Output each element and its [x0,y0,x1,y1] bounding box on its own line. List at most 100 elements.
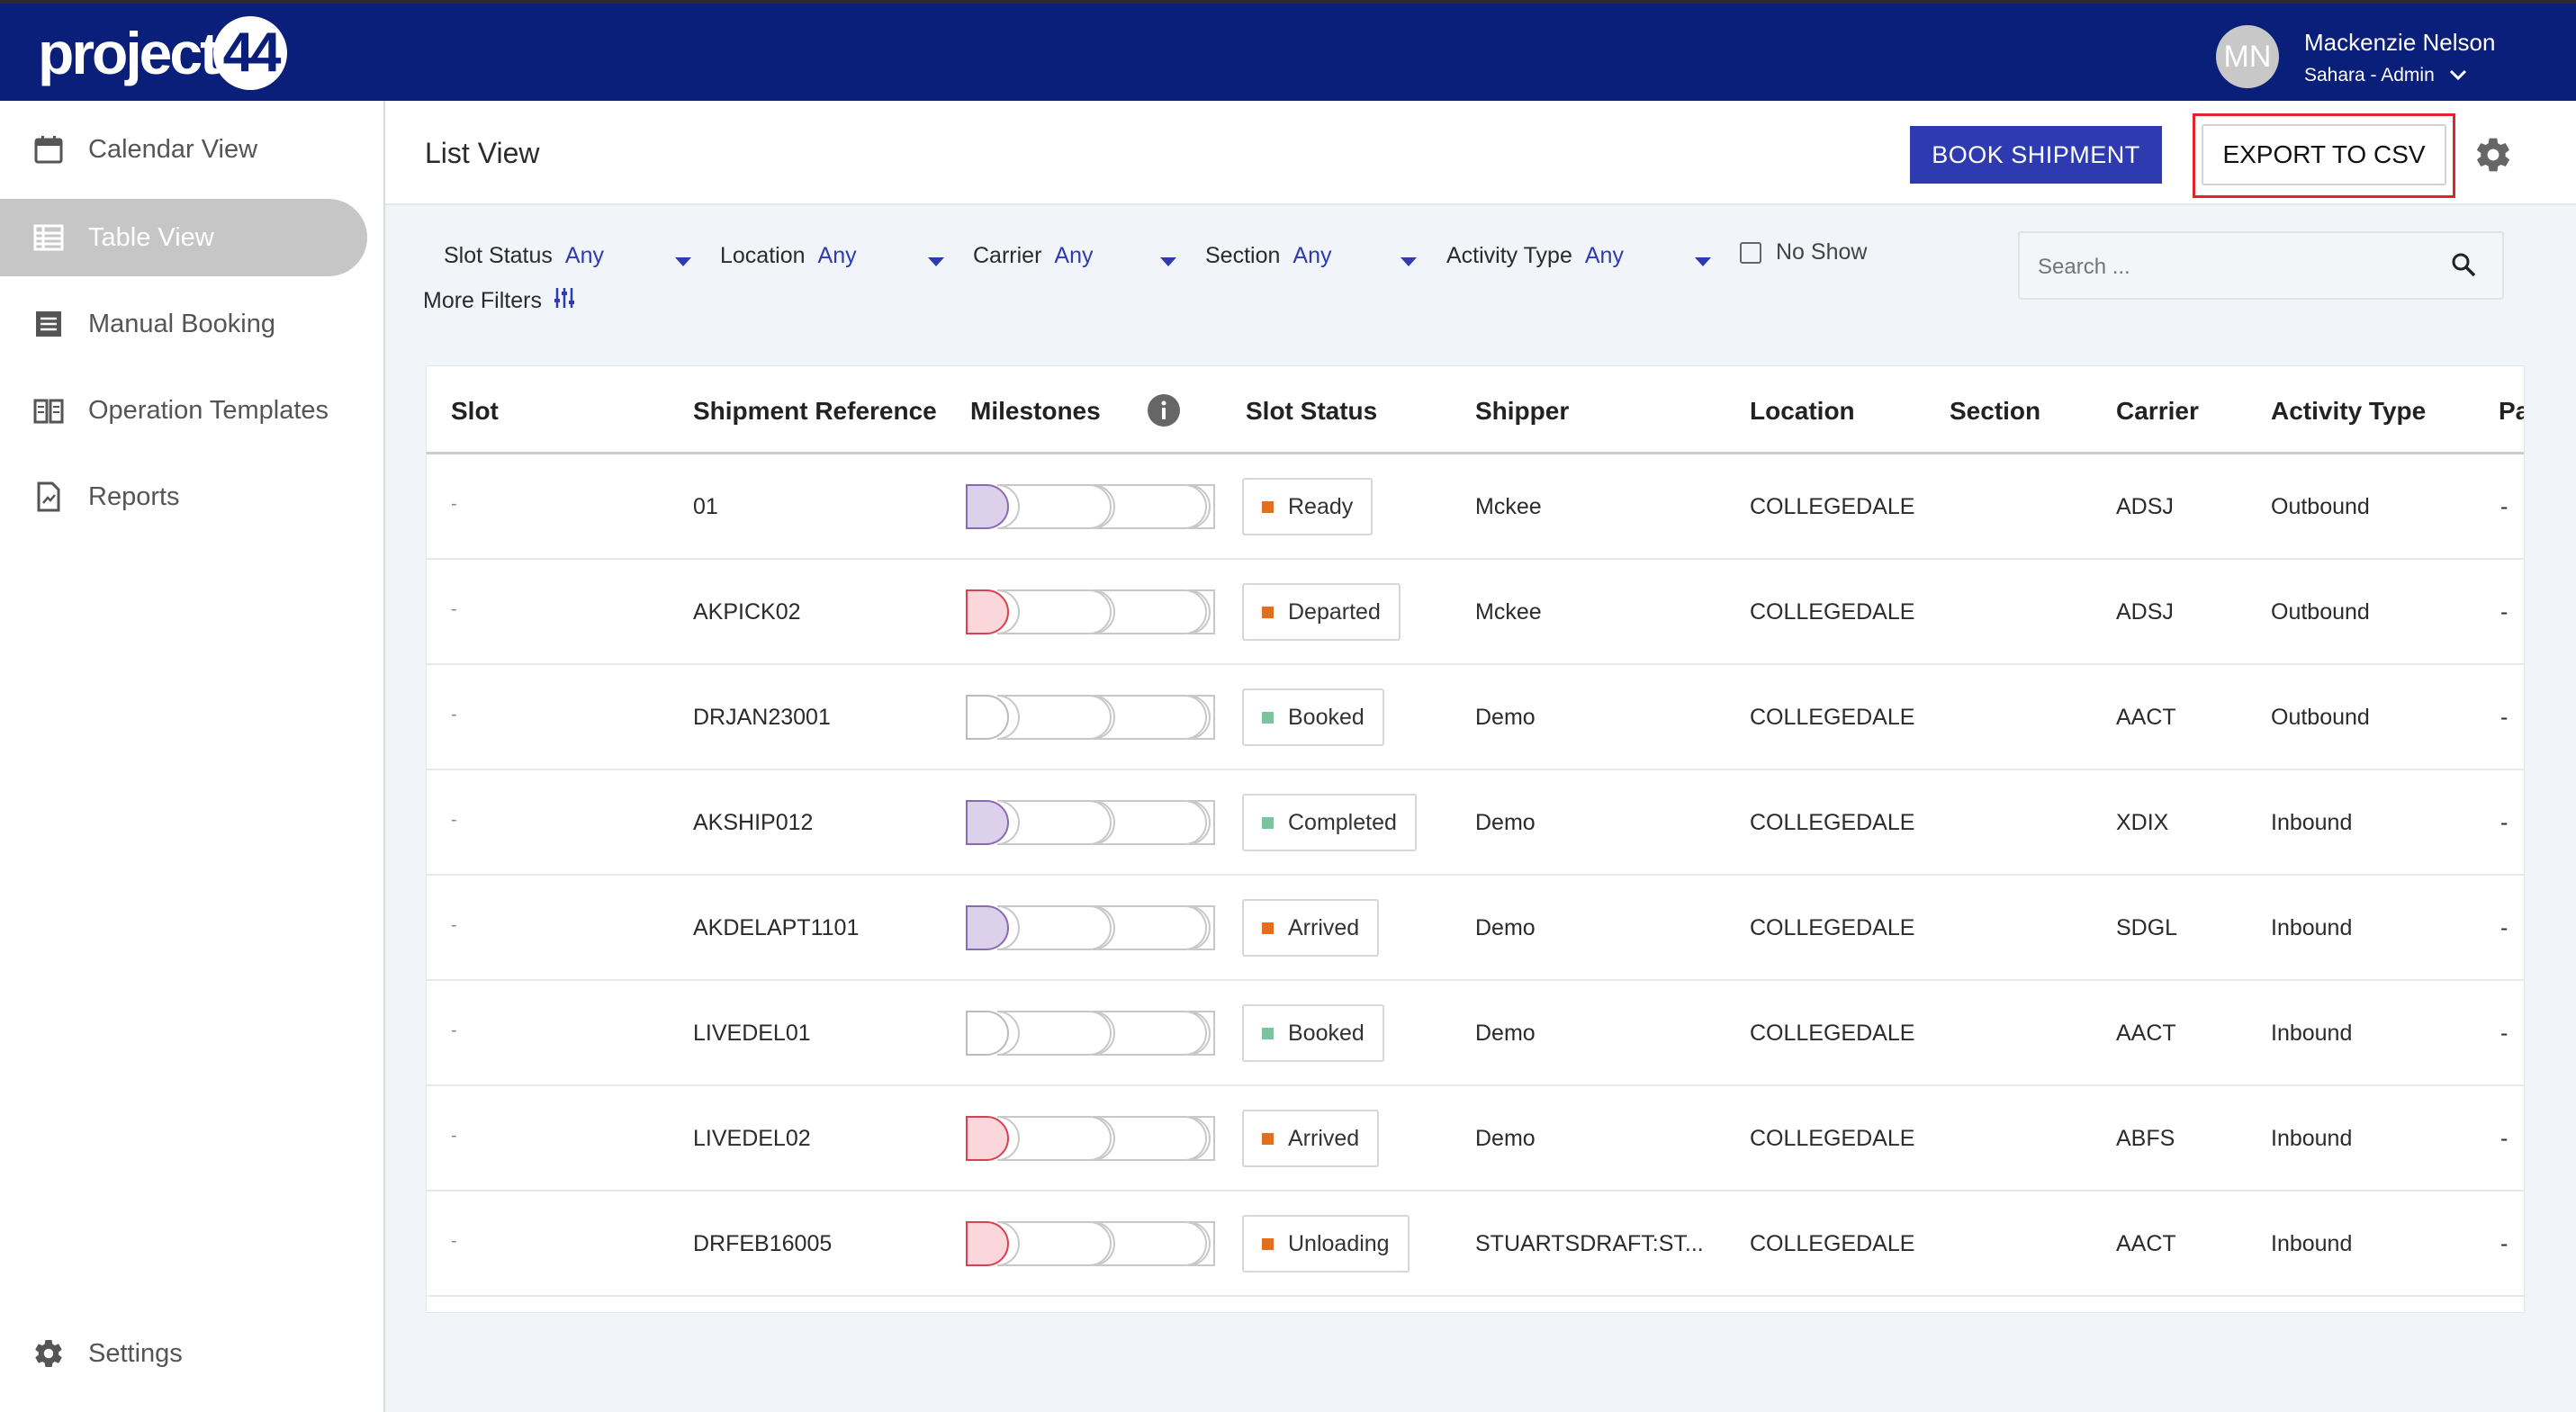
filter-slot-status[interactable]: Slot Status Any [444,243,604,269]
sidebar-item-operation-templates[interactable]: Operation Templates [0,372,367,449]
search-icon[interactable] [2450,251,2477,283]
export-to-csv-button[interactable]: EXPORT TO CSV [2202,124,2446,185]
user-menu[interactable]: MN Mackenzie Nelson Sahara - Admin [2216,22,2513,88]
carrier-cell: AACT [2116,705,2176,730]
filter-section[interactable]: Section Any [1205,243,1331,269]
status-indicator-icon [1262,711,1274,724]
no-show-label: No Show [1776,239,1868,265]
table-row[interactable]: - DRJAN23001 Booked Demo COLLEGEDALE AACT Outb… [427,665,2524,770]
filter-label: Location [720,243,806,268]
info-icon[interactable] [1147,393,1181,432]
chevron-down-icon[interactable] [928,257,944,266]
chevron-down-icon[interactable] [675,257,691,266]
status-label: Ready [1288,493,1354,519]
filter-activity-type[interactable]: Activity Type Any [1446,243,1624,269]
activity-type-cell: Inbound [2271,810,2353,835]
user-role[interactable]: Sahara - Admin [2304,65,2467,86]
location-cell: COLLEGEDALE [1750,915,1915,940]
milestone-progress[interactable] [965,481,1217,536]
more-filters-button[interactable]: More Filters [423,286,576,316]
shipper-cell: Demo [1475,810,1536,835]
shipper-cell: Demo [1475,915,1536,940]
filter-carrier[interactable]: Carrier Any [973,243,1094,269]
search-input[interactable] [2036,251,2436,283]
pa-cell: - [2500,599,2508,625]
milestone-progress[interactable] [965,903,1217,958]
carrier-cell: AACT [2116,1231,2176,1256]
sidebar-item-settings[interactable]: Settings [0,1315,367,1392]
shipment-reference-cell[interactable]: LIVEDEL01 [693,1021,811,1046]
column-header-slot[interactable]: Slot [451,397,499,425]
table-row[interactable]: - AKPICK02 Departed Mckee COLLEGEDALE ADSJ Out… [427,560,2524,665]
activity-type-cell: Outbound [2271,705,2370,730]
gear-icon[interactable] [2473,135,2513,175]
milestone-progress[interactable] [965,1219,1217,1273]
status-badge: Arrived [1242,899,1380,957]
sidebar-item-table-view[interactable]: Table View [0,199,367,276]
sidebar-item-label: Table View [88,222,214,252]
milestone-progress[interactable] [965,797,1217,852]
chevron-down-icon[interactable] [1695,257,1711,266]
chevron-down-icon [2449,65,2467,86]
column-header-carrier[interactable]: Carrier [2116,397,2199,425]
user-role-label: Sahara - Admin [2304,65,2435,85]
column-header-section[interactable]: Section [1950,397,2041,425]
chevron-down-icon[interactable] [1401,257,1417,266]
table-row[interactable]: - AKSHIP012 Completed Demo COLLEGEDALE XDIX In… [427,770,2524,876]
milestone-progress[interactable] [965,1113,1217,1168]
search-box [2018,231,2504,300]
column-header-milestones[interactable]: Milestones [970,397,1101,425]
project44-logo[interactable]: project 44 [38,16,288,90]
column-header-slot-status[interactable]: Slot Status [1246,397,1378,425]
checkbox[interactable] [1740,241,1761,264]
table-row[interactable]: - LIVEDEL01 Booked Demo COLLEGEDALE AACT Inbou… [427,981,2524,1086]
sidebar-item-manual-booking[interactable]: Manual Booking [0,285,367,363]
table-row[interactable]: - 01 Ready Mckee COLLEGEDALE ADSJ Outbound - [427,454,2524,560]
location-cell: COLLEGEDALE [1750,599,1915,625]
sidebar-item-label: Calendar View [88,134,258,164]
shipment-reference-cell[interactable]: LIVEDEL02 [693,1126,811,1151]
pa-cell: - [2500,810,2508,835]
column-header-pa[interactable]: Pa [2499,397,2524,425]
sidebar-item-calendar-view[interactable]: Calendar View [0,111,367,188]
status-label: Booked [1288,1020,1365,1046]
table-row[interactable]: - AKDELAPT1101 Arrived Demo COLLEGEDALE SDGL I… [427,876,2524,981]
milestone-progress[interactable] [965,692,1217,747]
milestone-progress[interactable] [965,587,1217,642]
chevron-down-icon[interactable] [1160,257,1176,266]
table-row[interactable]: - DRFEB16005 Unloading STUARTSDRAFT:ST... CO… [427,1192,2524,1297]
activity-type-cell: Inbound [2271,1126,2353,1151]
filter-value: Any [1584,243,1624,268]
shipment-reference-cell[interactable]: AKSHIP012 [693,810,814,835]
table-row[interactable]: 07/16/202409:00 AM - 10:00 AMDRFEB17001A… [427,1297,2524,1312]
shipments-table: Slot Shipment Reference Milestones Slot … [426,365,2525,1313]
shipment-reference-cell[interactable]: AKPICK02 [693,599,801,625]
column-header-shipment-reference[interactable]: Shipment Reference [693,397,937,425]
milestone-progress[interactable] [965,1008,1217,1063]
status-indicator-icon [1262,1132,1274,1145]
filter-location[interactable]: Location Any [720,243,857,269]
table-row[interactable]: - LIVEDEL02 Arrived Demo COLLEGEDALE ABFS Inbo… [427,1086,2524,1192]
shipper-cell: Demo [1475,1021,1536,1046]
shipment-reference-cell[interactable]: AKDELAPT1101 [693,915,860,940]
column-header-location[interactable]: Location [1750,397,1855,425]
location-cell: COLLEGEDALE [1750,1231,1915,1256]
shipment-reference-cell[interactable]: DRFEB16005 [693,1231,833,1256]
no-show-checkbox[interactable]: No Show [1740,239,1867,265]
status-label: Arrived [1288,914,1360,940]
pa-cell: - [2500,1021,2508,1046]
filter-value: Any [817,243,857,268]
status-label: Departed [1288,598,1381,625]
carrier-cell: XDIX [2116,810,2169,835]
filter-label: Activity Type [1446,243,1572,268]
sidebar-item-reports[interactable]: Reports [0,458,367,535]
column-header-shipper[interactable]: Shipper [1475,397,1570,425]
column-header-activity-type[interactable]: Activity Type [2271,397,2427,425]
shipment-reference-cell[interactable]: DRJAN23001 [693,705,831,730]
status-label: Booked [1288,704,1365,730]
status-indicator-icon [1262,606,1274,618]
shipment-reference-cell[interactable]: 01 [693,494,718,519]
location-cell: COLLEGEDALE [1750,1126,1915,1151]
status-badge: Arrived [1242,1110,1380,1167]
book-shipment-button[interactable]: BOOK SHIPMENT [1910,126,2162,184]
